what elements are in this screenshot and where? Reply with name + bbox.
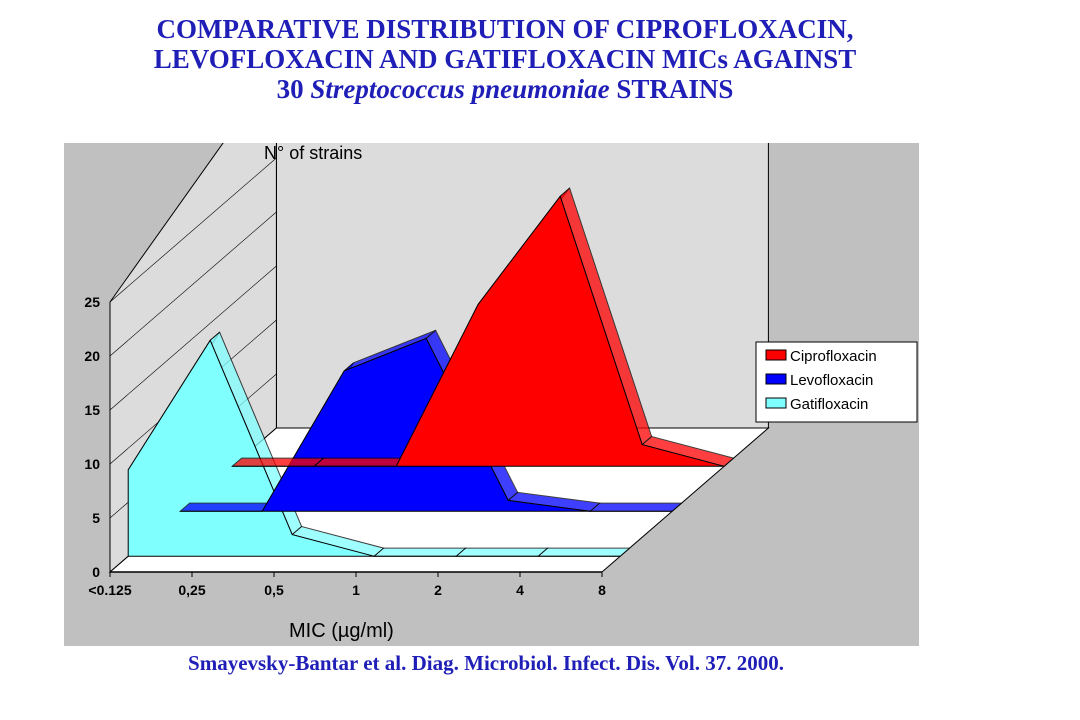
- series-0-top-1: [312, 457, 407, 467]
- legend-label-1: Levofloxacin: [790, 372, 873, 389]
- series-1-top-5: [588, 502, 683, 512]
- title-organism: Streptococcus pneumoniae: [310, 74, 610, 104]
- mic-distribution-chart: 0 5 10 15 20 25 <0.125 0,25 0,5 1 2 4 8 N° of strains…: [84, 66, 918, 642]
- y-tick-label-4: 20: [84, 348, 100, 364]
- x-tick-label-2: 0,5: [264, 582, 284, 598]
- series-2-top-5: [536, 547, 631, 557]
- legend-label-0: Ciprofloxacin: [790, 348, 877, 365]
- legend-swatch-1: [765, 373, 787, 385]
- chart-area: 0 5 10 15 20 25 <0.125 0,25 0,5 1 2 4 8 N° of strains…: [64, 66, 919, 646]
- x-axis-title: MIC (µg/ml): [289, 620, 394, 642]
- series-0-top-0: [230, 457, 325, 467]
- x-tick-label-3: 1: [352, 582, 360, 598]
- legend-swatch-0: [765, 349, 787, 361]
- gridline-3: [109, 265, 277, 411]
- y-axis-title: N° of strains: [264, 143, 362, 163]
- title-line-2: LEVOFLOXACIN AND GATIFLOXACIN MICs AGAIN…: [153, 44, 857, 74]
- chart-title: COMPARATIVE DISTRIBUTION OF CIPROFLOXACI…: [0, 14, 1010, 104]
- x-tick-label-4: 2: [434, 582, 442, 598]
- legend-swatch-2: [765, 397, 787, 409]
- x-tick-label-5: 4: [516, 582, 524, 598]
- x-tick-label-0: <0.125: [88, 582, 131, 598]
- title-line-3-suffix: STRAINS: [609, 74, 734, 104]
- y-tick-label-0: 0: [92, 564, 100, 580]
- series-2-area: [127, 339, 621, 557]
- x-tick-label-1: 0,25: [178, 582, 205, 598]
- y-tick-label-3: 15: [84, 402, 100, 418]
- title-line-3: 30 Streptococcus pneumoniae STRAINS: [0, 74, 1010, 104]
- legend-label-2: Gatifloxacin: [790, 396, 868, 413]
- gridline-5: [109, 157, 277, 303]
- y-tick-label-2: 10: [84, 456, 100, 472]
- series-2-top-3: [372, 547, 467, 557]
- series-0-area: [232, 195, 725, 467]
- gridline-4: [109, 211, 277, 357]
- x-tick-label-6: 8: [598, 582, 606, 598]
- series-2-top-4: [454, 547, 549, 557]
- y-tick-label-5: 25: [84, 294, 100, 310]
- citation: Smayevsky-Bantar et al. Diag. Microbiol.…: [188, 651, 784, 675]
- y-tick-label-1: 5: [92, 510, 100, 526]
- series-1-top-0: [178, 502, 273, 512]
- title-line-3-prefix: 30: [276, 74, 311, 104]
- legend: Ciprofloxacin Levofloxacin Gatifloxacin: [755, 341, 918, 423]
- title-line-1: COMPARATIVE DISTRIBUTION OF CIPROFLOXACI…: [156, 14, 854, 44]
